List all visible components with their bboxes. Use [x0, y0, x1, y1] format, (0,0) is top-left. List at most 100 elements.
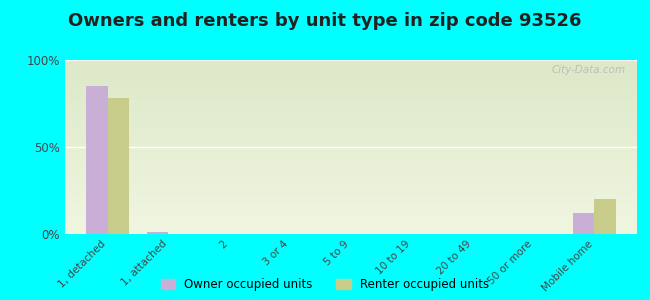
Bar	[65, 208, 637, 210]
Bar	[65, 107, 637, 109]
Bar	[65, 60, 637, 62]
Text: Owners and renters by unit type in zip code 93526: Owners and renters by unit type in zip c…	[68, 12, 582, 30]
Bar	[65, 142, 637, 143]
Bar	[65, 135, 637, 137]
Bar	[65, 110, 637, 112]
Bar	[65, 114, 637, 116]
Bar	[65, 100, 637, 102]
Bar	[86, 86, 108, 234]
Bar	[65, 88, 637, 90]
Bar	[147, 232, 168, 234]
Bar	[65, 218, 637, 220]
Bar	[65, 158, 637, 159]
Bar	[65, 138, 637, 140]
Bar	[65, 84, 637, 86]
Bar	[65, 147, 637, 149]
Bar	[65, 178, 637, 180]
Bar	[65, 95, 637, 97]
Bar	[65, 171, 637, 173]
Bar	[65, 109, 637, 110]
Bar	[65, 225, 637, 227]
Bar	[65, 69, 637, 70]
Bar	[65, 213, 637, 215]
Bar	[65, 187, 637, 189]
Bar	[65, 64, 637, 65]
Bar	[65, 121, 637, 123]
Bar	[65, 185, 637, 187]
Bar	[65, 194, 637, 196]
Bar	[65, 220, 637, 222]
Text: City-Data.com: City-Data.com	[551, 65, 625, 75]
Legend: Owner occupied units, Renter occupied units: Owner occupied units, Renter occupied un…	[161, 278, 489, 291]
Bar	[65, 197, 637, 199]
Bar	[65, 123, 637, 124]
Bar	[65, 79, 637, 81]
Bar	[65, 116, 637, 117]
Bar	[65, 212, 637, 213]
Bar	[65, 189, 637, 190]
Bar	[65, 97, 637, 98]
Bar	[65, 173, 637, 175]
Bar	[65, 145, 637, 147]
Bar	[65, 227, 637, 229]
Bar	[65, 98, 637, 100]
Bar	[65, 217, 637, 218]
Bar	[65, 169, 637, 171]
Bar	[65, 128, 637, 130]
Bar	[65, 70, 637, 72]
Bar	[65, 230, 637, 232]
Bar	[65, 210, 637, 212]
Bar	[65, 192, 637, 194]
Bar	[65, 133, 637, 135]
Bar	[65, 77, 637, 79]
Bar	[65, 81, 637, 82]
Bar	[65, 222, 637, 224]
Bar	[65, 166, 637, 168]
Bar	[573, 213, 594, 234]
Bar	[65, 82, 637, 84]
Bar	[65, 90, 637, 91]
Bar	[65, 76, 637, 77]
Bar	[65, 196, 637, 197]
Bar	[65, 168, 637, 170]
Bar	[108, 98, 129, 234]
Bar	[65, 91, 637, 93]
Bar	[65, 229, 637, 230]
Bar	[65, 143, 637, 145]
Bar	[65, 164, 637, 166]
Bar	[65, 204, 637, 206]
Bar	[65, 72, 637, 74]
Bar	[65, 67, 637, 69]
Bar	[65, 199, 637, 201]
Bar	[65, 224, 637, 225]
Bar	[65, 190, 637, 192]
Bar	[65, 180, 637, 182]
Bar	[65, 203, 637, 204]
Bar	[65, 232, 637, 234]
Bar	[65, 140, 637, 142]
Bar	[65, 154, 637, 156]
Bar	[65, 65, 637, 67]
Bar	[65, 74, 637, 76]
Bar	[594, 199, 616, 234]
Bar	[65, 152, 637, 154]
Bar	[65, 126, 637, 128]
Bar	[65, 136, 637, 138]
Bar	[65, 119, 637, 121]
Bar	[65, 177, 637, 178]
Bar	[65, 93, 637, 95]
Bar	[65, 159, 637, 161]
Bar	[65, 201, 637, 203]
Bar	[65, 156, 637, 158]
Bar	[65, 182, 637, 184]
Bar	[65, 215, 637, 217]
Bar	[65, 102, 637, 103]
Bar	[65, 149, 637, 151]
Bar	[65, 112, 637, 114]
Bar	[65, 103, 637, 105]
Bar	[65, 86, 637, 88]
Bar	[65, 175, 637, 177]
Bar	[65, 130, 637, 131]
Bar	[65, 184, 637, 185]
Bar	[65, 105, 637, 107]
